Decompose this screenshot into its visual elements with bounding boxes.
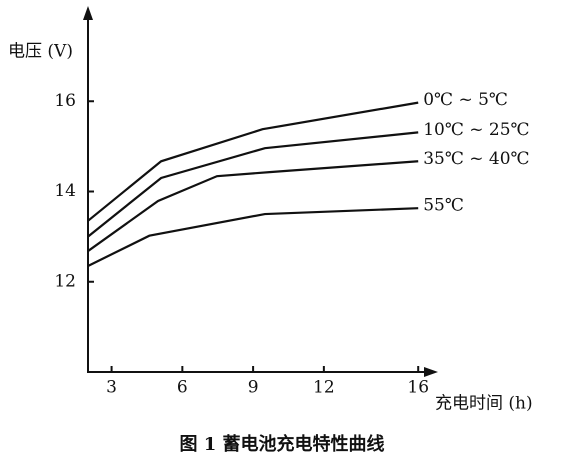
x-arrow (424, 367, 438, 377)
series-label: 35℃ ~ 40℃ (423, 149, 529, 169)
x-axis-label: 充电时间 (h) (435, 394, 533, 414)
series-label: 10℃ ~ 25℃ (423, 120, 529, 140)
x-tick-label: 12 (313, 378, 335, 398)
caption: 图 1 蓄电池充电特性曲线 (179, 433, 384, 455)
series-label: 55℃ (423, 196, 464, 216)
x-tick-label: 9 (248, 378, 259, 398)
y-axis-label: 电压 (V) (8, 42, 73, 62)
x-tick-label: 6 (177, 378, 188, 398)
y-tick-label: 14 (54, 181, 76, 201)
curve (87, 207, 419, 267)
curve (87, 131, 419, 238)
y-tick-label: 16 (54, 91, 76, 111)
axes (87, 12, 432, 373)
x-tick-label: 3 (106, 378, 117, 398)
y-arrow (83, 6, 93, 20)
y-tick-label: 12 (54, 271, 76, 291)
x-tick-label: 16 (407, 378, 429, 398)
curve (87, 160, 419, 252)
curve (87, 101, 419, 222)
series-label: 0℃ ~ 5℃ (423, 90, 508, 110)
